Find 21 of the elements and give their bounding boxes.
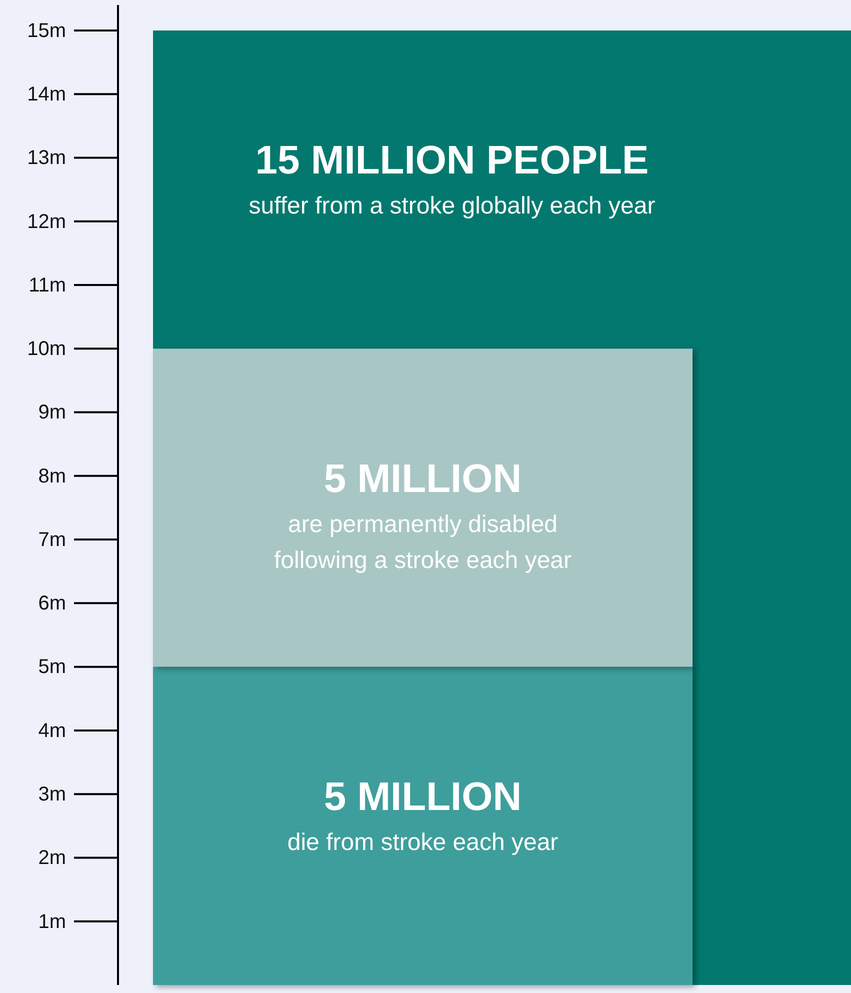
y-tick-label: 7m (38, 528, 66, 551)
y-tick-label: 11m (28, 274, 66, 296)
series-label: suffer from a stroke globally each year (248, 192, 656, 220)
data-label: 5 MILLION (324, 775, 522, 819)
y-tick-label: 12m (27, 210, 66, 233)
series-label: are permanently disabled following a stroke each year (274, 510, 572, 574)
y-tick-label: 1m (38, 910, 66, 933)
series-label: die from stroke each year (287, 829, 558, 856)
y-tick-label: 8m (38, 465, 66, 488)
y-tick-label: 3m (38, 783, 66, 806)
y-tick-label: 4m (38, 720, 66, 742)
y-tick-label: 14m (27, 83, 66, 106)
y-tick-label: 9m (38, 402, 66, 424)
y-tick-label: 15m (27, 20, 66, 42)
data-label: 5 MILLION (324, 456, 522, 501)
y-tick-label: 10m (27, 338, 66, 360)
y-tick-label: 2m (38, 847, 66, 870)
y-tick-label: 6m (38, 592, 66, 615)
data-label: 15 MILLION PEOPLE (255, 138, 649, 183)
y-tick-label: 5m (38, 656, 66, 678)
y-tick-label: 13m (27, 147, 66, 170)
